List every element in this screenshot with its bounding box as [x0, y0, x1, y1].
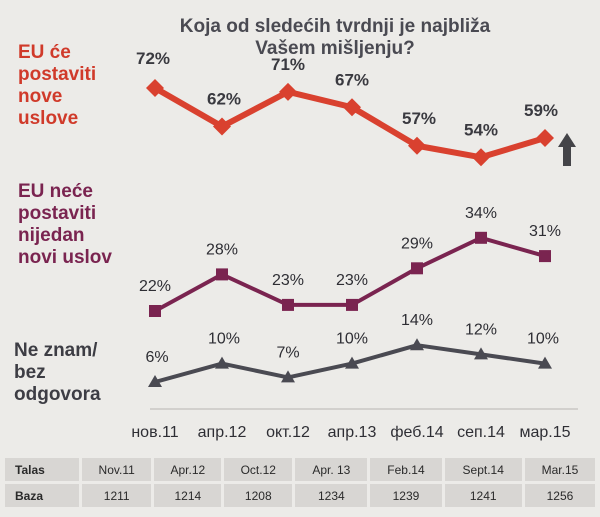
table-cell: Apr.12: [154, 458, 222, 481]
series-3-point-3: [281, 370, 295, 383]
series-2-point-7: [539, 250, 551, 263]
table-row: Talas Nov.11 Apr.12 Oct.12 Apr. 13 Feb.14 Sept…: [5, 458, 595, 481]
table-row-label: Baza: [5, 484, 79, 507]
series-3-label-1: 6%: [145, 349, 168, 366]
trend-arrow-up-icon: [558, 133, 576, 166]
series-1-label-7: 59%: [524, 101, 558, 120]
series-1-label-1: 72%: [136, 49, 170, 68]
series-3-point-5: [410, 338, 424, 351]
series-2-point-4: [346, 298, 358, 311]
table-cell: 1214: [154, 484, 222, 507]
series-1-name-line-2: postaviti: [18, 64, 96, 85]
series-3-name-line-1: Ne znam/: [14, 340, 98, 361]
series-2-label-2: 28%: [206, 241, 238, 258]
series-1-name-line-1: EU će: [18, 42, 71, 63]
table-cell: Mar.15: [524, 458, 595, 481]
series-1-name-line-4: uslove: [18, 108, 78, 129]
series-3-point-2: [215, 356, 229, 369]
series-3-label-3: 7%: [276, 344, 299, 361]
series-2-label-5: 29%: [401, 235, 433, 252]
x-tick-label-1: нов.11: [131, 424, 178, 441]
table-cell: 1239: [370, 484, 442, 507]
series-3-label-6: 12%: [465, 321, 497, 338]
chart-title-line-2: Vašem mišljenju?: [255, 38, 414, 59]
series-2-name-line-3: nijedan: [18, 225, 85, 246]
series-2-label-6: 34%: [465, 205, 497, 222]
series-1-point-7: [536, 129, 554, 148]
series-1-point-1: [146, 79, 164, 97]
series-3-label-2: 10%: [208, 331, 240, 348]
x-tick-label-5: феб.14: [390, 424, 443, 441]
series-2-point-2: [216, 268, 228, 281]
table-cell: 1208: [224, 484, 293, 507]
table-cell: Sept.14: [444, 458, 522, 481]
series-3-label-5: 14%: [401, 312, 433, 329]
series-2-name-line-1: EU neće: [18, 181, 93, 202]
series-2-label-7: 31%: [529, 223, 561, 240]
series-3-point-1: [148, 375, 162, 387]
series-1-name-line-3: nove: [18, 86, 62, 107]
x-tick-label-4: апр.13: [328, 424, 377, 441]
series-2-label-4: 23%: [336, 272, 368, 289]
series-1-point-5: [408, 136, 426, 155]
series-2-name-line-2: postaviti: [18, 203, 96, 224]
series-1-label-5: 57%: [402, 109, 436, 128]
series-2-point-6: [475, 231, 487, 244]
chart: Koja od sledećih tvrdnji je najbližaVaše…: [14, 16, 578, 441]
x-tick-label-2: апр.12: [198, 424, 247, 441]
series-2-label-1: 22%: [139, 278, 171, 295]
table-cell: 1234: [295, 484, 368, 507]
series-2-point-3: [282, 298, 294, 311]
table-cell: Apr. 13: [295, 458, 368, 481]
x-tick-label-7: мар.15: [519, 424, 570, 441]
table-cell: Feb.14: [370, 458, 442, 481]
series-3-label-4: 10%: [336, 331, 368, 348]
series-3-point-6: [474, 347, 488, 360]
table-cell: 1256: [524, 484, 595, 507]
series-1-label-6: 54%: [464, 120, 498, 139]
series-1-point-2: [213, 117, 231, 136]
series-1-label-2: 62%: [207, 90, 241, 109]
series-1-point-3: [279, 82, 297, 101]
series-1-label-4: 67%: [335, 70, 369, 89]
table-cell: 1211: [82, 484, 152, 507]
x-tick-label-6: сеп.14: [457, 424, 505, 441]
table-cell: 1241: [444, 484, 522, 507]
series-1-point-4: [343, 98, 361, 117]
x-tick-label-3: окт.12: [266, 424, 310, 441]
table-cell: Nov.11: [82, 458, 152, 481]
series-3-label-7: 10%: [527, 331, 559, 348]
series-2-point-5: [411, 262, 423, 275]
series-3-name-line-2: bez: [14, 362, 46, 383]
table-row: Baza 1211 1214 1208 1234 1239 1241 1256: [5, 484, 595, 507]
series-3-name-line-3: odgovora: [14, 384, 101, 405]
sample-table: Talas Nov.11 Apr.12 Oct.12 Apr. 13 Feb.14 Sept…: [2, 455, 598, 510]
series-3-point-7: [538, 356, 552, 369]
series-2-point-1: [149, 305, 161, 317]
series-2-name-line-4: novi uslov: [18, 247, 112, 268]
table-row-label: Talas: [5, 458, 79, 481]
series-2-label-3: 23%: [272, 272, 304, 289]
chart-title-line-1: Koja od sledećih tvrdnji je najbliža: [180, 16, 491, 37]
series-3-point-4: [345, 356, 359, 369]
table-cell: Oct.12: [224, 458, 293, 481]
series-1-point-6: [472, 148, 490, 167]
series-1-label-3: 71%: [271, 55, 305, 74]
